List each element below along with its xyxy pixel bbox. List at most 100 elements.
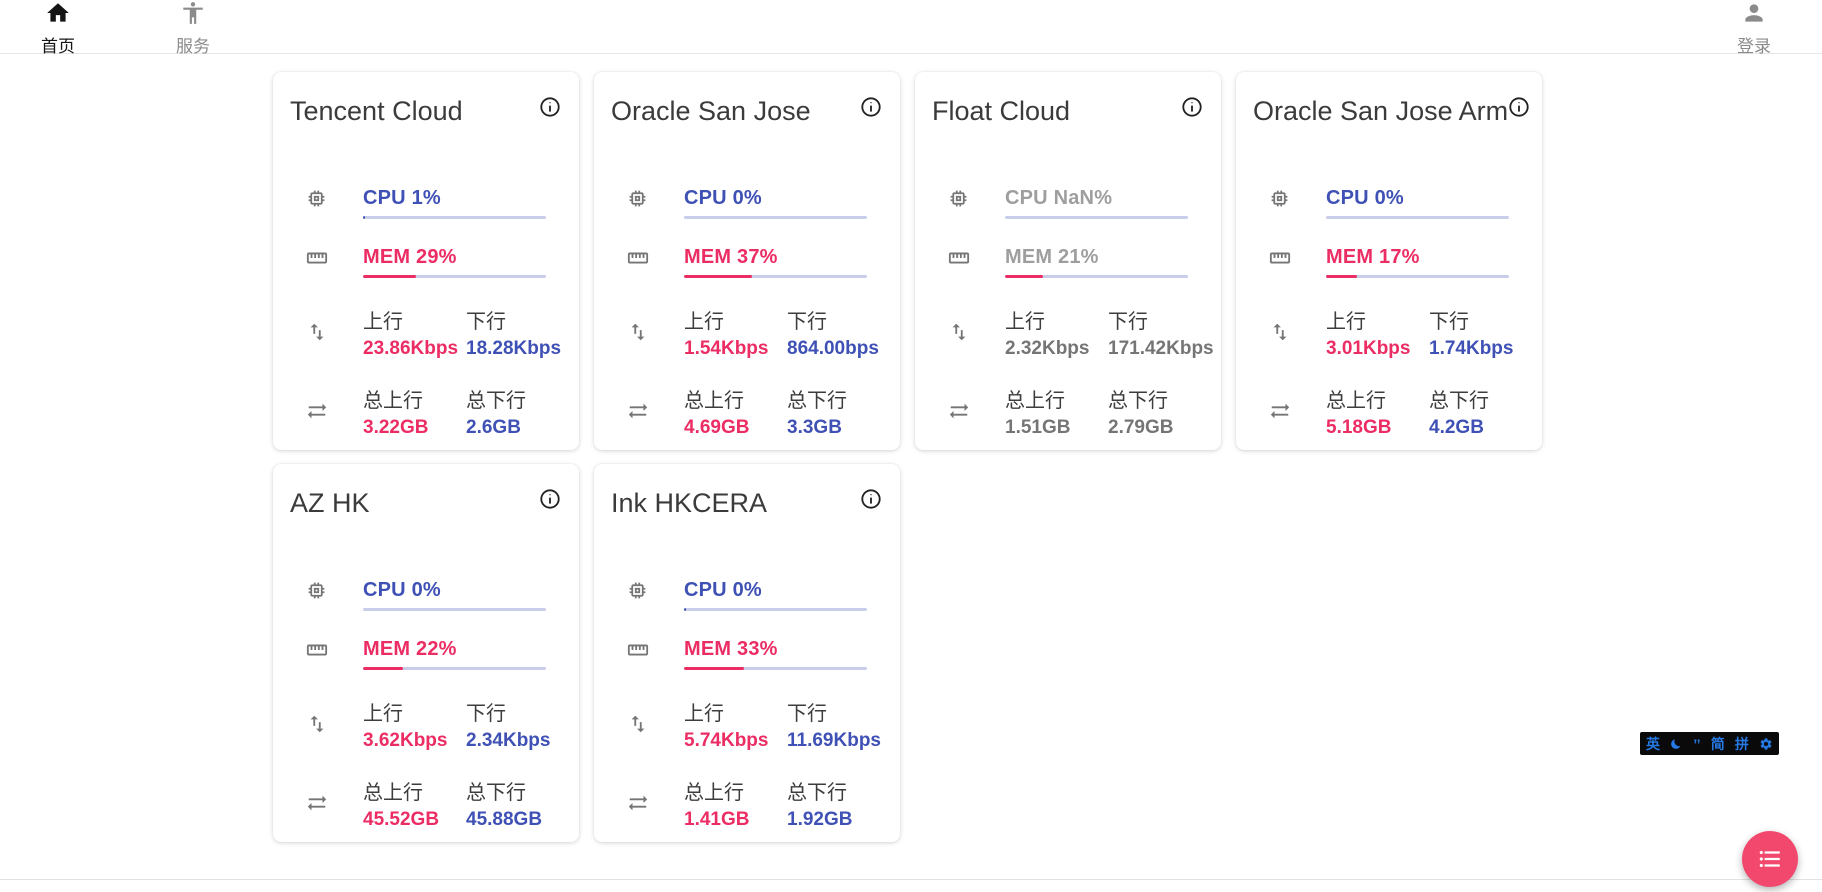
info-icon[interactable] bbox=[860, 488, 882, 510]
mem-usage-label: MEM 22% bbox=[363, 638, 457, 660]
total-upload-label: 总上行 bbox=[684, 390, 744, 412]
cpu-chip-icon bbox=[932, 188, 1005, 219]
cpu-progress-bar bbox=[1326, 216, 1509, 219]
server-name: Oracle San Jose Arm bbox=[1253, 96, 1509, 126]
moon-icon[interactable] bbox=[1670, 737, 1683, 750]
ime-toolbar: 英 ’’ 简 拼 bbox=[1640, 732, 1779, 755]
info-icon[interactable] bbox=[1181, 96, 1203, 118]
total-upload-value: 5.18GB bbox=[1326, 417, 1392, 438]
person-icon bbox=[1741, 0, 1767, 31]
total-upload-value: 1.41GB bbox=[684, 809, 750, 830]
server-card: Float Cloud CPU NaN% bbox=[915, 72, 1221, 450]
upload-speed-value: 3.62Kbps bbox=[363, 730, 448, 751]
cpu-chip-icon bbox=[290, 188, 363, 219]
cpu-usage-label: CPU NaN% bbox=[1005, 187, 1113, 209]
mem-progress-fill bbox=[684, 275, 752, 278]
swap-horizontal-icon bbox=[611, 782, 684, 830]
download-label: 下行 bbox=[787, 703, 827, 725]
info-icon[interactable] bbox=[1508, 96, 1530, 118]
total-upload-label: 总上行 bbox=[684, 782, 744, 804]
swap-horizontal-icon bbox=[290, 782, 363, 830]
mem-progress-fill bbox=[363, 275, 417, 278]
memory-ruler-icon bbox=[290, 247, 363, 278]
mem-progress-bar bbox=[684, 275, 867, 278]
cpu-progress-fill bbox=[363, 216, 365, 219]
upload-speed-value: 5.74Kbps bbox=[684, 730, 769, 751]
total-download-label: 总下行 bbox=[466, 390, 526, 412]
mem-progress-bar bbox=[1326, 275, 1509, 278]
nav-item-home[interactable]: 首页 bbox=[26, 0, 90, 57]
cpu-progress-fill bbox=[684, 608, 686, 611]
server-card: AZ HK CPU 0% bbox=[273, 464, 579, 842]
top-nav: 首页 服务 登录 bbox=[0, 0, 1822, 57]
cpu-usage-label: CPU 0% bbox=[363, 579, 441, 601]
mem-progress-bar bbox=[363, 667, 546, 670]
memory-ruler-icon bbox=[1253, 247, 1326, 278]
total-download-value: 1.92GB bbox=[787, 809, 853, 830]
accessibility-icon bbox=[180, 0, 206, 31]
total-download-label: 总下行 bbox=[466, 782, 526, 804]
mem-progress-bar bbox=[1005, 275, 1188, 278]
footer-divider bbox=[0, 879, 1822, 880]
ime-simplified-toggle[interactable]: 简 bbox=[1710, 735, 1725, 752]
total-upload-value: 3.22GB bbox=[363, 417, 429, 438]
download-label: 下行 bbox=[787, 311, 827, 333]
nav-item-login[interactable]: 登录 bbox=[1722, 0, 1786, 57]
cpu-chip-icon bbox=[611, 580, 684, 611]
memory-ruler-icon bbox=[611, 247, 684, 278]
total-download-label: 总下行 bbox=[1108, 390, 1168, 412]
server-card: Tencent Cloud CPU 1% bbox=[273, 72, 579, 450]
gear-icon[interactable] bbox=[1759, 737, 1773, 751]
server-card: Oracle San Jose CPU 0% bbox=[594, 72, 900, 450]
mem-progress-fill bbox=[363, 667, 404, 670]
mem-progress-fill bbox=[1326, 275, 1358, 278]
mem-usage-label: MEM 29% bbox=[363, 246, 457, 268]
server-name: AZ HK bbox=[290, 488, 370, 518]
total-upload-label: 总上行 bbox=[1326, 390, 1386, 412]
total-upload-value: 4.69GB bbox=[684, 417, 750, 438]
download-speed-value: 2.34Kbps bbox=[466, 730, 551, 751]
mem-progress-fill bbox=[1005, 275, 1044, 278]
swap-horizontal-icon bbox=[1253, 390, 1326, 438]
download-speed-value: 11.69Kbps bbox=[787, 730, 881, 751]
server-card: Oracle San Jose Arm CPU 0% bbox=[1236, 72, 1542, 450]
download-speed-value: 1.74Kbps bbox=[1429, 338, 1514, 359]
swap-vertical-icon bbox=[1253, 311, 1326, 359]
server-list-fab[interactable] bbox=[1742, 831, 1798, 887]
download-speed-value: 864.00bps bbox=[787, 338, 879, 359]
total-download-label: 总下行 bbox=[787, 390, 847, 412]
total-download-value: 4.2GB bbox=[1429, 417, 1484, 438]
server-name: Float Cloud bbox=[932, 96, 1071, 126]
ime-pinyin-toggle[interactable]: 拼 bbox=[1734, 735, 1749, 752]
cpu-usage-label: CPU 1% bbox=[363, 187, 441, 209]
download-label: 下行 bbox=[466, 311, 506, 333]
server-name: Oracle San Jose bbox=[611, 96, 811, 126]
server-name: Ink HKCERA bbox=[611, 488, 768, 518]
mem-progress-bar bbox=[363, 275, 546, 278]
info-icon[interactable] bbox=[860, 96, 882, 118]
upload-label: 上行 bbox=[684, 311, 724, 333]
memory-ruler-icon bbox=[611, 639, 684, 670]
ime-language-toggle[interactable]: 英 bbox=[1646, 735, 1660, 752]
upload-speed-value: 2.32Kbps bbox=[1005, 338, 1090, 359]
mem-usage-label: MEM 17% bbox=[1326, 246, 1420, 268]
cpu-progress-bar bbox=[684, 216, 867, 219]
upload-speed-value: 3.01Kbps bbox=[1326, 338, 1411, 359]
info-icon[interactable] bbox=[539, 96, 561, 118]
server-name: Tencent Cloud bbox=[290, 96, 463, 126]
ime-punctuation-toggle[interactable]: ’’ bbox=[1693, 735, 1701, 752]
cpu-progress-bar bbox=[363, 608, 546, 611]
nav-item-services[interactable]: 服务 bbox=[161, 0, 225, 57]
memory-ruler-icon bbox=[932, 247, 1005, 278]
download-speed-value: 18.28Kbps bbox=[466, 338, 562, 359]
total-upload-label: 总上行 bbox=[1005, 390, 1065, 412]
swap-horizontal-icon bbox=[932, 390, 1005, 438]
mem-usage-label: MEM 37% bbox=[684, 246, 778, 268]
upload-label: 上行 bbox=[1326, 311, 1366, 333]
cpu-progress-bar bbox=[684, 608, 867, 611]
info-icon[interactable] bbox=[539, 488, 561, 510]
cpu-usage-label: CPU 0% bbox=[684, 579, 762, 601]
cpu-progress-bar bbox=[363, 216, 546, 219]
cpu-chip-icon bbox=[290, 580, 363, 611]
total-download-value: 2.6GB bbox=[466, 417, 521, 438]
